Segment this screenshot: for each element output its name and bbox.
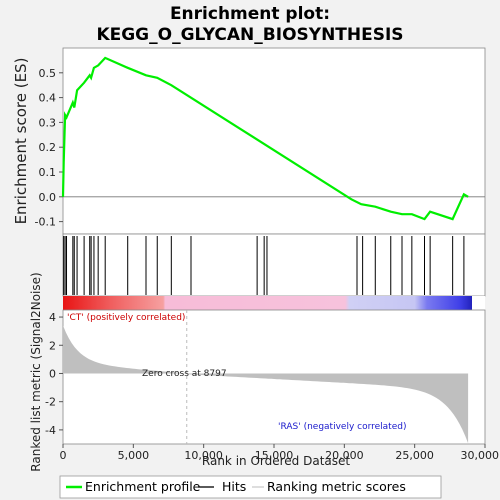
chart-title: Enrichment plot:	[170, 4, 330, 24]
es-tick-label: 0.1	[39, 166, 57, 179]
es-panel: -0.1 0.0 0.1 0.2 0.3 0.4 0.5	[35, 47, 486, 235]
es-tick-label: 0.4	[39, 92, 57, 105]
legend-frame	[59, 475, 442, 499]
metric-tick-label: -4	[45, 424, 56, 437]
metric-axis-ticks: -4 -2 0 2 4	[45, 311, 63, 437]
x-axis-label: Rank in Ordered Dataset	[202, 454, 350, 468]
legend: Enrichment profile Hits Ranking metric s…	[59, 475, 442, 499]
hits-panel-frame	[62, 233, 486, 297]
metric-y-axis-label: Ranked list metric (Signal2Noise)	[29, 272, 43, 471]
es-tick-label: 0.5	[39, 67, 57, 80]
x-tick-label: 10,000	[184, 449, 223, 462]
es-axis-ticks: -0.1 0.0 0.1 0.2 0.3 0.4 0.5	[35, 67, 63, 229]
zero-cross-label: Zero cross at 8797	[142, 369, 227, 379]
x-tick-label: 30,000	[461, 449, 500, 462]
metric-tick-label: 2	[49, 339, 56, 352]
es-tick-label: 0.2	[39, 141, 57, 154]
x-tick-label: 5,000	[118, 449, 150, 462]
es-tick-label: 0.3	[39, 116, 57, 129]
metric-tick-label: -2	[45, 396, 56, 409]
rank-color-bar	[63, 296, 485, 310]
rank-color-strip	[63, 296, 472, 310]
legend-metric-label: Ranking metric scores	[267, 479, 406, 494]
x-axis-ticks: 0 5,000 10,000 15,000 20,000 25,000 30,000	[60, 444, 500, 462]
legend-hits-label: Hits	[222, 479, 246, 494]
metric-tick-label: 0	[49, 367, 56, 380]
rank-color-strip-end	[472, 296, 485, 310]
legend-es-label: Enrichment profile	[85, 479, 201, 494]
chart-subtitle: KEGG_O_GLYCAN_BIOSYNTHESIS	[96, 25, 403, 45]
neg-correlated-label: 'RAS' (negatively correlated)	[278, 422, 406, 432]
es-curve	[61, 56, 469, 221]
x-tick-label: 25,000	[395, 449, 434, 462]
pos-correlated-label: 'CT' (positively correlated)	[67, 313, 185, 323]
hit-marks	[63, 236, 465, 295]
x-tick-label: 0	[60, 449, 67, 462]
metric-tick-label: 4	[49, 311, 56, 324]
hits-panel	[62, 233, 486, 297]
metric-area	[63, 325, 469, 444]
metric-panel: -4 -2 0 2 4 'CT' (positively correlated) Zer…	[45, 309, 486, 445]
x-tick-label: 20,000	[325, 449, 364, 462]
es-y-axis-label: Enrichment score (ES)	[12, 58, 30, 225]
es-tick-label: 0.0	[39, 191, 57, 204]
x-tick-label: 15,000	[255, 449, 294, 462]
es-tick-label: -0.1	[35, 216, 56, 229]
es-panel-frame	[62, 47, 486, 235]
